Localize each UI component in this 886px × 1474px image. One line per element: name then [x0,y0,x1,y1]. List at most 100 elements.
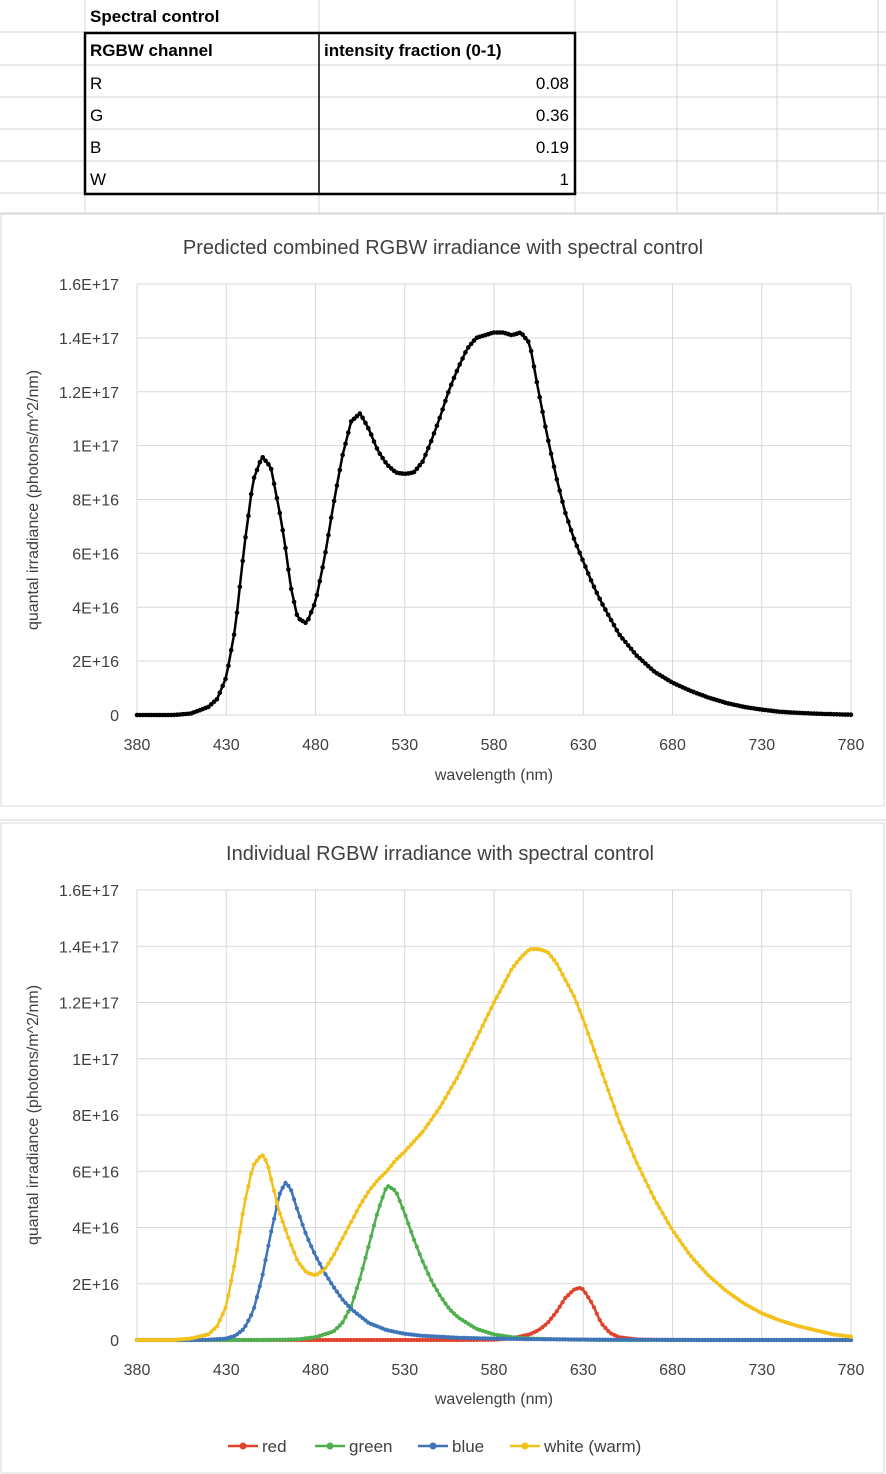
data-point [289,1337,294,1342]
x-tick-label: 730 [748,737,775,754]
data-point [574,543,580,549]
data-point [640,1337,645,1342]
data-point [346,1309,351,1314]
y-tick-label: 6E+16 [72,1164,119,1181]
data-point [491,1336,497,1341]
data-point [232,1337,237,1343]
data-point [511,963,517,969]
data-point [160,1337,165,1343]
data-point [357,1203,362,1208]
data-point [697,1337,702,1343]
data-point [346,1337,351,1343]
data-point [440,1297,445,1302]
data-point [437,415,443,421]
data-point [354,1311,359,1316]
data-point [563,510,568,516]
data-point [600,602,605,607]
series-white-warm [134,947,854,1343]
data-point [320,565,325,570]
data-point [480,1023,485,1028]
data-point [363,1255,368,1260]
data-point [377,451,383,457]
data-point [448,382,454,388]
data-point [400,1151,405,1156]
data-point [426,1121,431,1126]
data-point [620,636,625,641]
y-tick-label: 0 [110,1333,119,1350]
data-point [380,1195,385,1200]
data-point [357,1313,362,1318]
table-cell-channel: W [90,170,106,189]
legend-label: green [349,1437,392,1456]
data-point [768,1337,774,1343]
data-point [471,338,477,343]
data-point [486,1012,491,1017]
data-point [557,967,562,972]
data-point [717,1337,722,1343]
data-point [240,558,245,564]
data-point [274,496,280,501]
data-point [237,1229,242,1235]
data-point [334,1337,339,1343]
data-point [157,1337,162,1343]
legend-marker [429,1442,437,1450]
legend-marker [521,1442,529,1450]
data-point [146,1337,151,1343]
data-point [460,1064,465,1069]
data-point [697,1263,702,1268]
data-point [585,571,591,576]
table-cell-value: 0.36 [536,106,569,125]
data-point [380,1173,385,1178]
data-point [411,469,417,475]
data-point [266,461,271,467]
data-point [354,1209,359,1214]
table-header-channel: RGBW channel [90,41,213,60]
data-point [411,1337,417,1343]
data-point [292,1250,297,1255]
data-point [580,1287,585,1292]
y-tick-label: 1.2E+17 [59,996,119,1013]
data-point [394,1156,399,1162]
combined-irradiance-chart: Predicted combined RGBW irradiance with … [25,237,864,784]
data-point [468,341,474,347]
data-point [523,1337,528,1342]
data-point [803,1337,808,1343]
data-point [366,1245,371,1250]
data-point [626,1140,631,1145]
data-point [329,1256,334,1262]
data-point [580,557,585,562]
data-point [246,513,251,518]
data-point [563,977,568,983]
x-tick-label: 530 [391,737,418,754]
data-point [591,1047,597,1052]
x-tick-label: 480 [302,1362,329,1379]
data-point [260,1272,265,1277]
data-point [380,1337,385,1343]
data-point [674,1234,679,1239]
data-point [277,1191,282,1196]
data-point [457,1070,462,1075]
data-point [329,1281,334,1286]
data-point [686,1250,691,1255]
data-point [240,1327,245,1332]
data-point [406,1337,411,1343]
data-point [317,578,323,584]
data-point [631,1154,637,1159]
data-point [332,1252,337,1257]
data-point [517,1336,522,1342]
data-point [589,1039,594,1044]
data-point [340,1236,345,1241]
data-point [237,1337,242,1343]
data-point [437,1105,442,1110]
x-tick-label: 780 [838,737,865,754]
chart-title: Predicted combined RGBW irradiance with … [183,237,703,259]
data-point [251,475,257,481]
data-point [529,947,534,952]
data-point [531,364,537,369]
data-point [428,438,434,444]
data-point [437,1293,442,1298]
data-point [166,1337,171,1343]
data-point [728,1337,734,1343]
data-point [409,1142,414,1147]
data-point [294,612,300,618]
